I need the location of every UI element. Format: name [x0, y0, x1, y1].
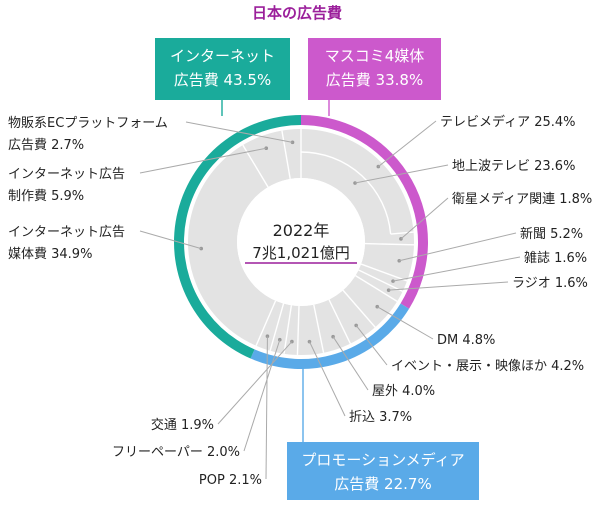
group-label-promo-line-1: プロモーションメディア	[301, 451, 464, 469]
tv-sub-arc	[300, 151, 392, 235]
group-box-promo	[287, 442, 479, 500]
slice-leader-item	[354, 164, 449, 184]
slice-sep-item	[360, 263, 408, 282]
slice-label-item: イベント・展示・映像ほか 4.2%	[391, 359, 584, 374]
slice-leader-item	[217, 341, 293, 425]
slice-label-item-line-2: 制作費 5.9%	[8, 189, 84, 204]
slice-leader-item	[378, 120, 437, 167]
slice-sep-item	[283, 305, 293, 354]
group-label-internet-line-1: インターネット	[170, 47, 275, 65]
group-ring-mass	[301, 115, 428, 309]
slice-leader-item	[355, 325, 388, 366]
slice-sep-item	[296, 305, 300, 355]
slice-leader-ec	[185, 121, 293, 143]
group-label-mass-line-1: マスコミ4媒体	[325, 47, 425, 65]
slice-leader-item	[139, 230, 202, 250]
slice-label-item: フリーペーパー 2.0%	[112, 445, 240, 460]
slice-label-item: テレビメディア 25.4%	[440, 114, 576, 130]
slice-label-dm: DM 4.8%	[437, 333, 495, 348]
center-total: 7兆1,021億円	[252, 244, 350, 262]
slice-sep-pop	[269, 303, 285, 351]
slice-label-item-line-2: 媒体費 34.9%	[8, 247, 92, 262]
slice-label-item: 屋外 4.0%	[372, 384, 435, 399]
slice-label-ec-line-1: 物販系ECプラットフォーム	[8, 116, 168, 131]
group-label-promo-line-2: 広告費 22.7%	[334, 475, 431, 493]
slice-label-item-line-1: インターネット広告	[8, 167, 125, 182]
slice-label-item: 折込 3.7%	[349, 410, 412, 425]
slice-label-pop: POP 2.1%	[199, 473, 262, 488]
slice-label-item: ラジオ 1.6%	[512, 276, 588, 291]
group-box-internet	[155, 38, 290, 100]
slice-sep-item	[328, 299, 352, 344]
slice-dot-ec	[290, 140, 295, 145]
slice-leader-item	[400, 197, 449, 240]
slice-dot-item	[277, 337, 282, 342]
center-year: 2022年	[273, 221, 330, 240]
slice-leader-item	[332, 336, 369, 391]
slice-dot-item	[391, 279, 395, 283]
slice-label-item: 雑誌 1.6%	[524, 250, 587, 266]
slice-leader-item	[243, 339, 281, 452]
slice-label-ec-line-2: 広告費 2.7%	[8, 138, 84, 153]
slice-sep-item	[342, 289, 376, 328]
slice-sep-item	[313, 304, 325, 353]
slice-sep-item	[358, 269, 403, 293]
slice-sep-item	[255, 300, 277, 346]
slice-leader-pop	[265, 336, 268, 480]
group-label-internet-line-2: 広告費 43.5%	[174, 71, 271, 89]
slice-leader-item	[392, 256, 521, 282]
slice-label-item: 衛星メディア関連 1.8%	[452, 191, 592, 207]
slice-sep-dm	[355, 275, 398, 302]
group-box-mass	[308, 38, 441, 100]
slice-label-item: 新聞 5.2%	[520, 226, 583, 242]
group-ring-promo	[250, 303, 410, 369]
chart-title: 日本の広告費	[252, 4, 342, 22]
slice-sep-item	[364, 242, 414, 246]
slice-leader-item	[139, 147, 267, 174]
slice-label-item: 地上波テレビ 23.6%	[452, 159, 575, 174]
slice-sep-ec	[281, 130, 291, 180]
slice-leader-item	[399, 232, 517, 262]
slice-leader-item	[309, 341, 346, 417]
slice-leader-item	[388, 281, 509, 291]
group-label-mass-line-2: 広告費 33.8%	[326, 71, 423, 89]
slice-label-item: 交通 1.9%	[151, 417, 214, 433]
slice-dot-pop	[265, 334, 270, 338]
donut-hole	[237, 178, 365, 306]
slice-leader-dm	[376, 306, 434, 340]
tv-sub-sep	[390, 231, 414, 235]
slice-label-item-line-1: インターネット広告	[8, 225, 125, 240]
